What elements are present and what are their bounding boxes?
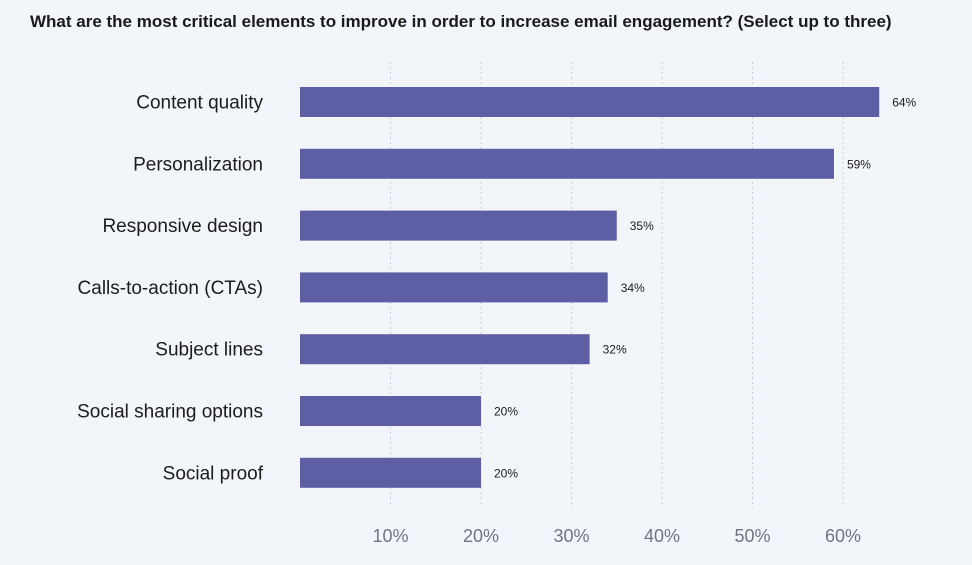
value-label: 20% <box>494 466 518 480</box>
x-tick-label: 60% <box>825 526 861 546</box>
category-label: Subject lines <box>155 340 263 361</box>
bar <box>300 272 608 303</box>
x-tick-label: 10% <box>372 526 408 546</box>
bar <box>300 87 880 117</box>
category-label: Responsive design <box>102 216 263 237</box>
category-label: Calls-to-action (CTAs) <box>78 278 263 299</box>
category-label: Content quality <box>136 93 263 114</box>
chart-title: What are the most critical elements to i… <box>30 12 892 31</box>
value-label: 32% <box>603 343 627 357</box>
category-label: Social proof <box>163 463 264 484</box>
bar <box>300 148 834 179</box>
value-label: 35% <box>630 219 654 233</box>
x-tick-label: 20% <box>463 526 499 546</box>
bar <box>300 210 617 241</box>
category-label: Personalization <box>133 154 263 175</box>
value-label: 20% <box>494 405 518 419</box>
bar <box>300 396 481 426</box>
x-tick-label: 30% <box>553 526 589 546</box>
value-label: 64% <box>892 96 916 110</box>
x-tick-label: 40% <box>644 526 680 546</box>
value-label: 34% <box>621 281 645 295</box>
bar <box>300 334 590 365</box>
x-tick-label: 50% <box>734 526 770 546</box>
value-label: 59% <box>847 157 871 171</box>
category-label: Social sharing options <box>77 402 263 423</box>
bar <box>300 457 481 488</box>
